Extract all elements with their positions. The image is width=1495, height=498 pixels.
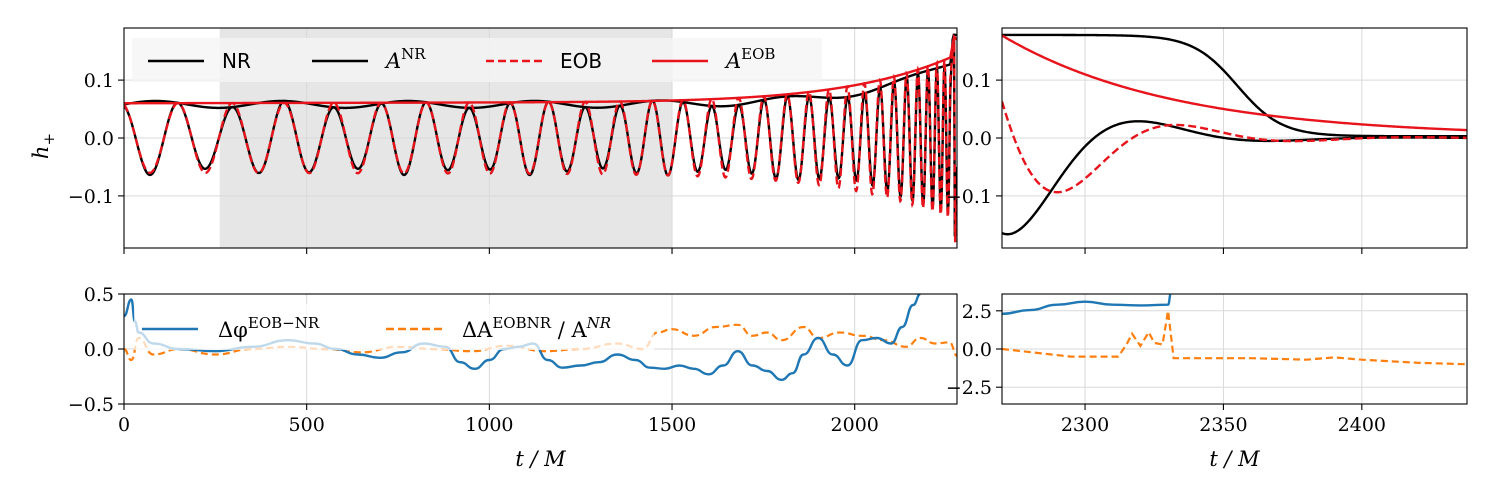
waveform-ylabel: h+: [29, 133, 58, 159]
differences-zoom-ytick-label: 2.5: [962, 301, 992, 323]
zoom-phase-difference-line: [1002, 294, 1173, 316]
differences-xtick-label: 0: [118, 414, 130, 436]
legend-label-amp-ratio-sup: NR: [586, 314, 611, 332]
differences-zoom-xtick-label: 2300: [1061, 414, 1109, 436]
zoom-amplitude-difference-line: [1002, 310, 1467, 366]
differences-xlabel: t / M: [515, 447, 566, 471]
zoom-eob-line: [1002, 101, 1467, 194]
differences-ytick-label: 0.0: [84, 339, 114, 361]
differences-zoom-frame: [1001, 293, 1468, 405]
differences-xtick-label: 1500: [648, 414, 696, 436]
differences-zoom-xtick-label: 2350: [1199, 414, 1247, 436]
differences-frame: [123, 293, 958, 405]
waveform-zoom-frame: [1001, 27, 1468, 249]
differences-ytick-label: −0.5: [68, 394, 114, 416]
waveform-ylabel-subscript: +: [40, 133, 58, 146]
waveform-legend-label: EOB: [560, 49, 602, 73]
legend-label-amp-ratio: / A: [551, 318, 587, 342]
differences-zoom-series: [1002, 294, 1467, 366]
differences-axes: 0 500 1000 1500 2000 −0.5 0.0 0.5 ΔφEOB−NR ΔAEOBN…: [68, 284, 957, 471]
waveform-ytick-label: 0.1: [84, 70, 114, 92]
waveform-a-eob-line: [124, 34, 957, 105]
waveform-ytick-label: 0.0: [84, 128, 114, 150]
waveform-frame: [123, 27, 958, 249]
differences-zoom-xlabel: t / M: [1209, 447, 1260, 471]
waveform-zoom-ytick-label: 0.0: [962, 128, 992, 150]
waveform-series: [124, 33, 957, 243]
waveform-zoom-ytick-label: −0.1: [946, 186, 992, 208]
differences-xtick-label: 500: [289, 414, 325, 436]
waveform-legend-superscript: EOB: [741, 45, 775, 63]
zoom-a-nr-line: [1002, 33, 1467, 138]
waveform-zoom-ytick-label: 0.1: [962, 70, 992, 92]
differences-zoom-ytick-label: −2.5: [946, 377, 992, 399]
zoom-a-eob-line: [1002, 34, 1467, 132]
waveform-legend: NR ANR EOB AEOB: [132, 38, 822, 82]
differences-xtick-label: 1000: [465, 414, 513, 436]
legend-label-amp-sup: EOBNR: [492, 314, 551, 332]
differences-zoom-xtick-label: 2400: [1338, 414, 1386, 436]
waveform-zoom-series: [1002, 33, 1467, 236]
differences-ytick-label: 0.5: [84, 284, 114, 306]
differences-zoom-ytick-label: 0.0: [962, 339, 992, 361]
waveform-eob-line: [124, 39, 957, 243]
differences-legend-box: [134, 304, 654, 350]
waveform-legend-superscript: NR: [401, 45, 426, 63]
waveform-zoom-axes: −0.1 0.0 0.1: [946, 28, 1467, 254]
differences-xtick-label: 2000: [831, 414, 879, 436]
waveform-ytick-label: −0.1: [68, 186, 114, 208]
differences-zoom-axes: 2300 2350 2400 −2.5 0.0 2.5 t / M: [946, 294, 1467, 471]
legend-label-phase-sup: EOB−NR: [248, 314, 320, 332]
zoom-nr-line: [1002, 120, 1467, 236]
waveform-legend-label: NR: [222, 49, 251, 73]
differences-legend: ΔφEOB−NR ΔAEOBNR / ANR: [134, 304, 654, 350]
